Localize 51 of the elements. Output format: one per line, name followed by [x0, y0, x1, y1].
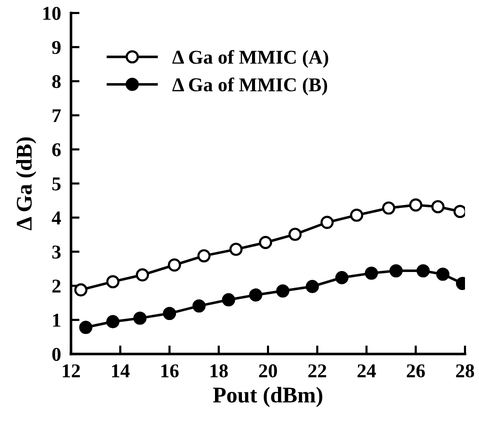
point: [306, 280, 319, 294]
point: [106, 315, 120, 328]
point: [222, 293, 236, 306]
y-tick-label: 1: [53, 314, 60, 327]
y-tick-label: 10: [43, 6, 61, 20]
x-tick-label: 28: [456, 364, 474, 378]
legend-label: Δ Ga of MMIC (A): [172, 50, 328, 68]
point: [258, 236, 272, 250]
x-tick-label: 18: [210, 364, 228, 378]
x-tick-label: 24: [358, 364, 376, 378]
y-tick-label: 4: [52, 212, 61, 224]
point: [416, 264, 430, 278]
x-axis-title: Pout (dBm): [213, 386, 322, 408]
point: [74, 283, 88, 296]
point: [288, 228, 302, 241]
point: [136, 268, 150, 282]
point: [197, 249, 211, 262]
point: [106, 275, 120, 288]
y-tick-label: 6: [52, 143, 61, 156]
x-tick-label: 26: [406, 364, 425, 378]
y-tick-label: 5: [52, 178, 61, 190]
x-tick-label: 22: [308, 364, 326, 378]
y-tick-label: 2: [52, 280, 60, 293]
y-tick-label: 8: [52, 75, 61, 88]
point: [364, 266, 378, 280]
point: [168, 258, 182, 272]
y-tick-label: 3: [52, 246, 61, 259]
point: [335, 271, 348, 284]
point: [79, 320, 92, 334]
point: [229, 242, 243, 256]
point: [320, 216, 334, 229]
y-tick-label: 0: [52, 348, 61, 361]
x-tick-label: 12: [62, 364, 80, 378]
y-axis-title: Δ Ga (dB): [16, 137, 36, 230]
point: [249, 288, 262, 302]
legend-label: Δ Ga of MMIC (B): [172, 78, 328, 96]
point: [162, 306, 176, 320]
point: [382, 201, 396, 215]
x-tick-label: 14: [112, 364, 130, 378]
point: [276, 284, 290, 298]
y-tick-label: 7: [52, 109, 61, 122]
point: [436, 268, 450, 281]
point: [409, 198, 422, 212]
point: [389, 264, 403, 278]
point: [431, 200, 445, 214]
point: [133, 312, 147, 325]
x-tick-label: 20: [259, 364, 277, 378]
point: [350, 208, 364, 222]
point: [192, 299, 206, 313]
y-tick-label: 9: [52, 40, 61, 54]
x-tick-label: 16: [161, 364, 179, 378]
